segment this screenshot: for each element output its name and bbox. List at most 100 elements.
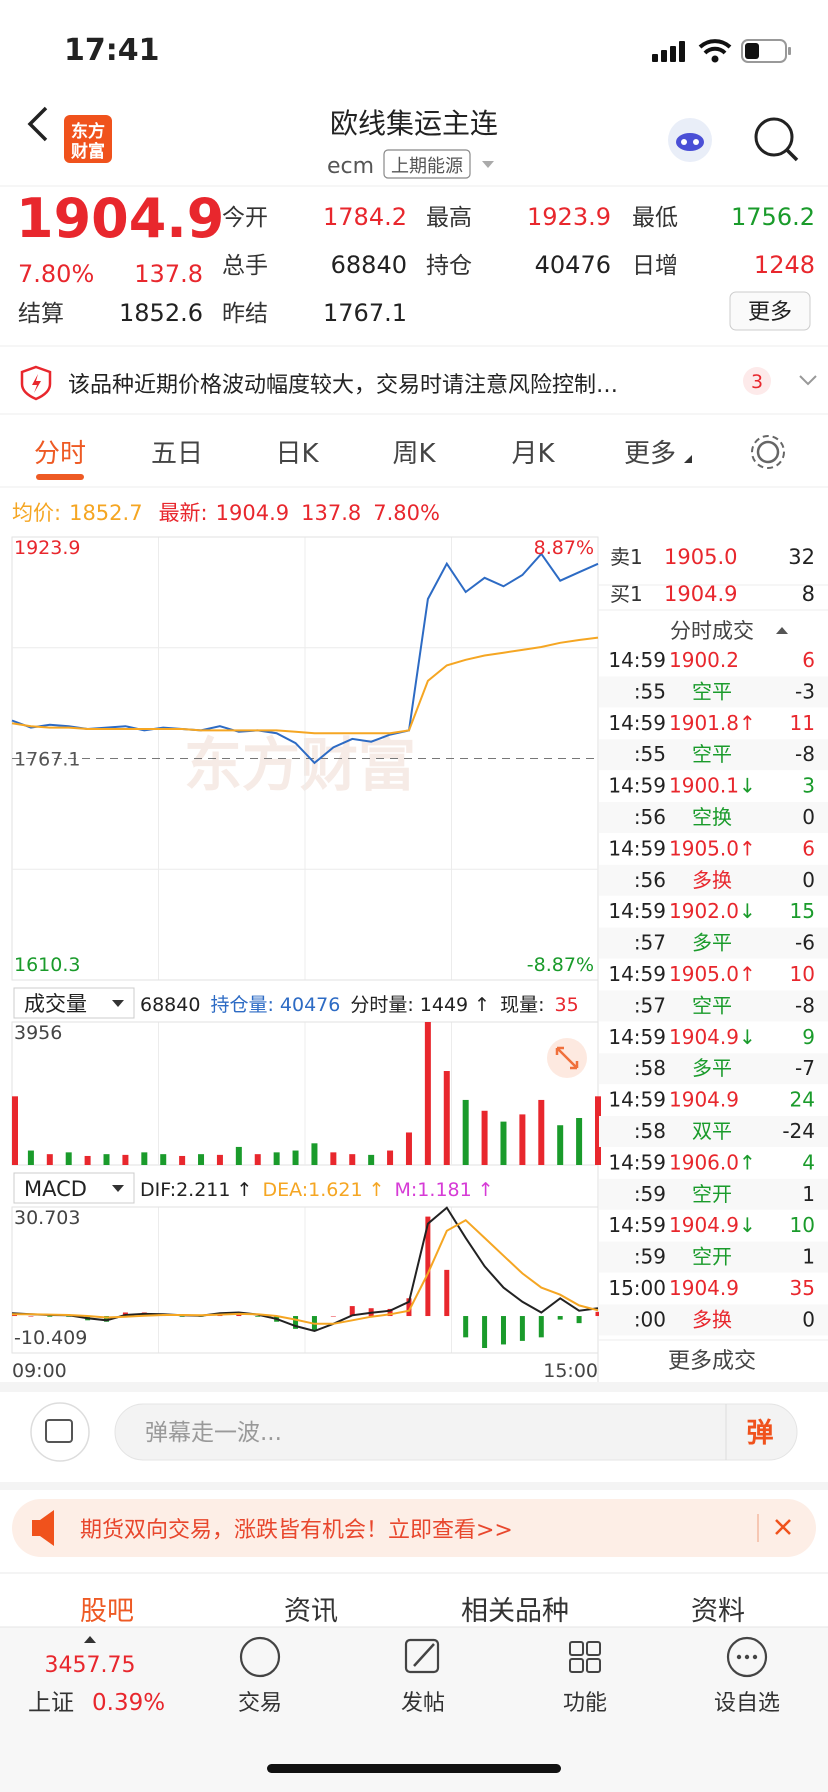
macd-bar: [104, 1316, 110, 1322]
signal-bar: [679, 41, 685, 62]
dropdown-arrow[interactable]: [482, 161, 494, 168]
banner-close[interactable]: [775, 1519, 791, 1535]
macd-selector[interactable]: [13, 1172, 135, 1204]
macd-bar: [425, 1216, 431, 1317]
comment-input[interactable]: [114, 1403, 798, 1461]
section-tab[interactable]: 资讯: [284, 1596, 338, 1627]
macd-bar: [482, 1316, 488, 1348]
field-value: 68840: [331, 251, 407, 279]
trade-price-value: 1902.0: [669, 899, 739, 923]
volume-bar: [443, 1071, 450, 1165]
field-value: 1852.6: [119, 299, 203, 327]
macd-bar: [463, 1316, 469, 1338]
trade-price: 1904.9↓: [669, 1025, 756, 1049]
trade-time: :58: [634, 1056, 666, 1080]
field-value: 1756.2: [731, 203, 815, 231]
indicator-stats: DIF:2.211 ↑ DEA:1.621 ↑ M:1.181 ↑: [140, 1179, 494, 1201]
nav-label[interactable]: 发帖: [401, 1691, 445, 1716]
search-handle: [785, 148, 799, 162]
section-tab[interactable]: 相关品种: [461, 1596, 569, 1627]
change: 137.8: [134, 260, 203, 288]
trade-volume: -24: [782, 1119, 815, 1143]
trade-detail-row: [599, 1241, 828, 1273]
watchlist-icon[interactable]: [726, 1636, 768, 1678]
tab[interactable]: 五日: [151, 439, 203, 469]
field-label: 今开: [222, 205, 268, 231]
trade-volume: 10: [790, 962, 815, 986]
indicator-stat: 35: [555, 994, 579, 1016]
indicator-stat: DEA:1.621 ↑: [262, 1179, 384, 1201]
macd-bar: [500, 1316, 506, 1345]
volume-bar: [576, 1118, 583, 1165]
post-icon[interactable]: [404, 1638, 440, 1674]
alert-chevron[interactable]: [799, 375, 817, 386]
home-indicator: [267, 1764, 561, 1773]
trade-price: 1904.9↓: [669, 1213, 756, 1237]
logo: [64, 115, 112, 163]
promo-banner[interactable]: [12, 1499, 816, 1557]
index-change: 0.39%: [92, 1690, 165, 1716]
volume-bar: [481, 1110, 488, 1165]
trade-arrow: ↑: [739, 836, 756, 860]
trade-volume: 9: [802, 1025, 815, 1049]
tab[interactable]: 月K: [511, 439, 555, 469]
macd-bar: [349, 1306, 355, 1317]
trade-type: 空开: [692, 1245, 732, 1269]
section-tab[interactable]: 股吧: [80, 1596, 134, 1627]
trade-volume: 3: [802, 774, 815, 798]
tab[interactable]: 周K: [392, 439, 436, 469]
battery-level: [745, 43, 759, 59]
nav-label[interactable]: 功能: [563, 1691, 607, 1716]
indicator-stat: DIF:2.211 ↑: [140, 1179, 252, 1201]
settings-icon[interactable]: [756, 440, 780, 464]
y-tick-label: 30.703: [14, 1207, 80, 1229]
more-trades[interactable]: 更多成交: [668, 1349, 756, 1374]
search-icon[interactable]: [754, 117, 794, 157]
book-label: 买1: [610, 582, 643, 606]
volume-bar: [141, 1152, 148, 1165]
signal-bar: [670, 46, 676, 62]
trade-detail-row: [599, 676, 828, 708]
trade-price: 1905.0↑: [669, 962, 756, 986]
back-button[interactable]: [27, 106, 48, 142]
trade-price-value: 1900.2: [669, 648, 739, 672]
battery: [741, 39, 787, 63]
trade-type: 空平: [692, 679, 732, 703]
volume-bar: [235, 1146, 242, 1165]
indicator-stat: 持仓量: 40476: [210, 994, 340, 1016]
assistant-eye: [681, 139, 687, 145]
trades-title: 分时成交: [670, 619, 754, 643]
tab[interactable]: 更多: [624, 439, 676, 469]
danmaku-settings[interactable]: [30, 1402, 90, 1462]
more-button-label[interactable]: 更多: [748, 300, 792, 325]
nav-label[interactable]: 交易: [238, 1691, 282, 1716]
field-value: 1248: [754, 251, 815, 279]
text-part: 均价:: [12, 501, 61, 525]
wifi-dot: [711, 55, 719, 63]
nav-label[interactable]: 设自选: [714, 1691, 780, 1716]
macd-bar: [444, 1269, 450, 1317]
more-button[interactable]: [729, 291, 811, 331]
tab[interactable]: 分时: [34, 439, 86, 469]
indicator-name: MACD: [24, 1177, 87, 1201]
section-tab[interactable]: 资料: [691, 1596, 745, 1627]
book-price: 1905.0: [664, 545, 737, 569]
tab[interactable]: 日K: [275, 439, 319, 469]
macd-bar: [66, 1316, 72, 1317]
function-icon[interactable]: [569, 1641, 601, 1673]
grid-cell: [569, 1641, 584, 1656]
trade-volume: 4: [802, 1150, 815, 1174]
trade-time: :00: [634, 1307, 666, 1331]
alert-icon: [20, 365, 52, 401]
trade-type: 多换: [692, 1307, 732, 1331]
trade-time: 14:59: [608, 1025, 666, 1049]
text-part: 最新:: [159, 501, 208, 525]
banner-text[interactable]: 期货双向交易，涨跌皆有机会！立即查看>>: [80, 1518, 513, 1543]
volume-selector[interactable]: [13, 987, 135, 1019]
macd-bar: [576, 1316, 582, 1324]
trade-volume: 6: [802, 648, 815, 672]
trade-icon[interactable]: [239, 1636, 281, 1678]
danmaku-button[interactable]: 弹: [747, 1418, 774, 1449]
